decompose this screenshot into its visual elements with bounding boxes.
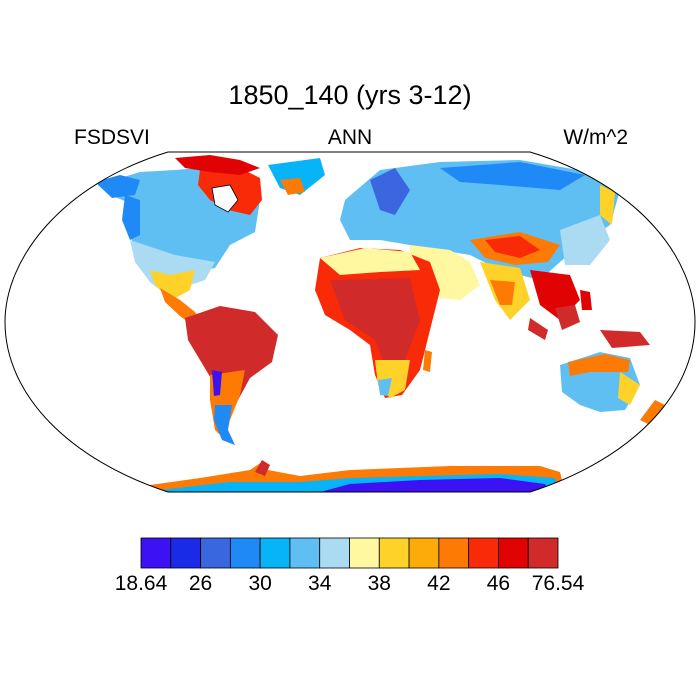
colorbar-swatch <box>259 537 291 569</box>
africa-core <box>330 278 420 365</box>
australia-north <box>568 354 630 376</box>
new-guinea <box>600 330 650 348</box>
colorbar-tick-label: 34 <box>308 572 332 595</box>
colorbar-swatch <box>200 537 231 569</box>
south-america-region <box>185 306 278 445</box>
siberia-north <box>440 162 585 190</box>
colorbar-swatch <box>140 537 172 569</box>
antarctica-peninsula <box>255 460 270 476</box>
scandinavia <box>370 168 410 215</box>
colorbar-swatch <box>408 537 440 569</box>
middle-east <box>410 245 480 300</box>
colorbar-tick-label: 46 <box>486 572 511 595</box>
colorbar-swatch <box>229 537 261 569</box>
india-warm <box>490 280 515 305</box>
colorbar-tick-label: 38 <box>367 572 391 595</box>
antarctica-core <box>320 478 550 492</box>
philippines <box>580 290 592 310</box>
australia-region <box>560 352 665 425</box>
maritime-continent <box>528 290 650 348</box>
west-coast-cool <box>122 195 140 240</box>
colorbar <box>140 537 559 569</box>
alaska <box>95 175 140 198</box>
units-label: W/m^2 <box>563 126 628 149</box>
andes-cool <box>212 370 222 396</box>
east-asia <box>560 215 610 265</box>
colorbar-swatch <box>319 537 350 569</box>
sumatra <box>528 318 548 340</box>
colorbar-swatch <box>468 537 499 569</box>
colorbar-swatch <box>527 537 559 569</box>
map-field <box>95 155 665 492</box>
greenland <box>268 158 325 195</box>
arctic-archipelago <box>175 155 260 175</box>
plot-title: 1850_140 (yrs 3-12) <box>228 80 472 110</box>
variable-label: FSDSVI <box>74 126 150 149</box>
colorbar-swatch <box>498 537 529 569</box>
gulf-coast-warm <box>150 270 195 300</box>
kamchatka <box>600 185 615 225</box>
colorbar-tick-label: 76.54 <box>531 572 585 595</box>
north-america-south <box>130 240 215 298</box>
colorbar-swatch <box>349 537 380 569</box>
colorbar-tick-label: 30 <box>248 572 272 595</box>
borneo <box>555 305 580 330</box>
africa-region <box>315 248 440 398</box>
colorbar-swatch <box>438 537 470 569</box>
colorbar-tick-label: 18.64 <box>114 572 168 595</box>
madagascar <box>423 350 432 372</box>
map-boundary <box>4 151 696 493</box>
greenland-south <box>280 178 305 195</box>
sahara-north <box>320 248 420 275</box>
colorbar-swatch <box>170 537 201 569</box>
patagonia <box>214 405 235 445</box>
colorbar-swatch <box>378 537 410 569</box>
north-america-region <box>95 155 325 328</box>
colorbar-swatch <box>289 537 321 569</box>
colorbar-tick-label: 26 <box>188 572 213 595</box>
hudson-bay-hole <box>211 184 239 213</box>
new-zealand <box>640 400 665 425</box>
colorbar-tick-label: 42 <box>427 572 451 595</box>
season-label: ANN <box>327 126 373 149</box>
australia-east <box>618 372 640 405</box>
antarctica-region <box>140 460 565 492</box>
south-africa-cool <box>378 378 392 396</box>
tibet-core <box>485 236 540 258</box>
eurasia-region <box>340 160 620 320</box>
